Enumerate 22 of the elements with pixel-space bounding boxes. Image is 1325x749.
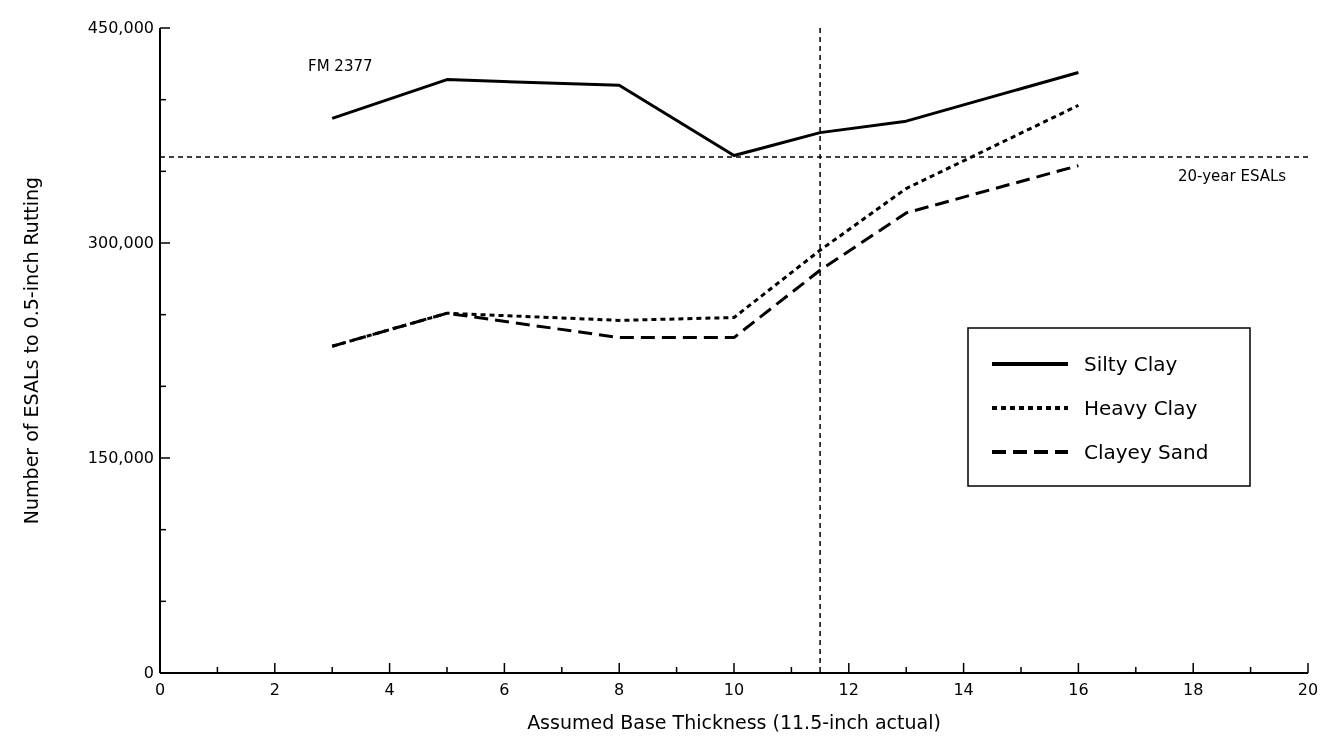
- x-tick-label: 6: [499, 680, 510, 699]
- x-tick-label: 18: [1183, 680, 1204, 699]
- x-tick-label: 8: [614, 680, 625, 699]
- x-tick-label: 12: [838, 680, 859, 699]
- y-tick-label: 300,000: [87, 233, 154, 252]
- y-tick-label: 450,000: [87, 18, 154, 37]
- x-tick-label: 4: [384, 680, 395, 699]
- ref-line-label: 20-year ESALs: [1178, 167, 1287, 185]
- legend-label: Silty Clay: [1084, 352, 1178, 376]
- x-tick-label: 20: [1297, 680, 1319, 699]
- x-tick-label: 16: [1068, 680, 1089, 699]
- x-tick-label: 10: [723, 680, 745, 699]
- x-tick-label: 14: [953, 680, 974, 699]
- x-axis-title: Assumed Base Thickness (11.5-inch actual): [527, 711, 941, 733]
- x-tick-label: 0: [154, 680, 166, 699]
- y-axis-title: Number of ESALs to 0.5-inch Rutting: [20, 176, 42, 525]
- legend-label: Clayey Sand: [1084, 440, 1209, 464]
- y-tick-label: 150,000: [87, 448, 154, 467]
- legend-label: Heavy Clay: [1084, 396, 1198, 420]
- y-tick-label: 0: [143, 663, 154, 682]
- annotation: FM 2377: [308, 57, 373, 75]
- x-tick-label: 2: [269, 680, 280, 699]
